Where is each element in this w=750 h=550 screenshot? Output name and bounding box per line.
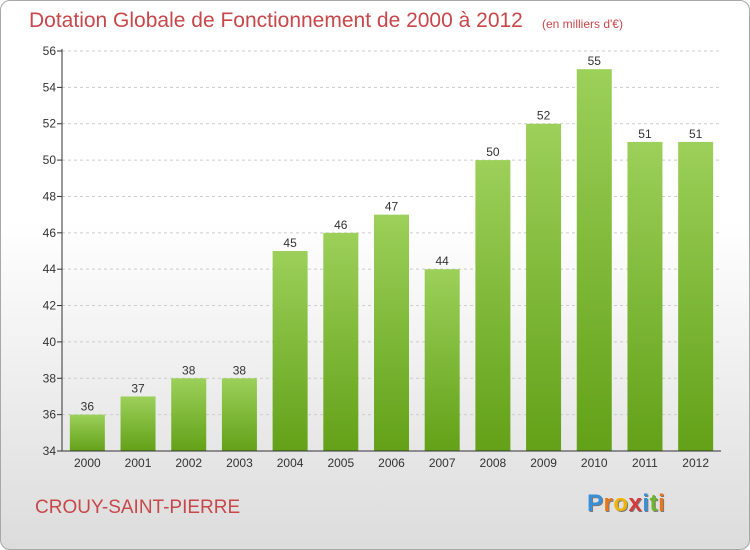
x-tick-label: 2010: [581, 456, 608, 470]
y-tick-label: 46: [43, 226, 57, 240]
bar: [221, 378, 257, 451]
y-tick-label: 44: [43, 262, 57, 276]
bar: [69, 414, 105, 451]
data-label: 45: [283, 236, 297, 250]
bar: [627, 141, 663, 451]
logo-letter: t: [649, 490, 659, 517]
data-label: 50: [486, 145, 500, 159]
bar: [272, 251, 308, 451]
logo-letter: i: [658, 490, 666, 517]
logo-letter: P: [587, 490, 604, 517]
bar: [475, 160, 511, 451]
y-tick-label: 36: [43, 408, 57, 422]
x-tick-label: 2004: [277, 456, 304, 470]
y-tick-label: 54: [43, 80, 57, 94]
bar: [171, 378, 207, 451]
data-label: 52: [537, 109, 551, 123]
y-tick-label: 50: [43, 153, 57, 167]
data-label: 38: [233, 363, 247, 377]
x-tick-label: 2006: [378, 456, 405, 470]
y-tick-label: 48: [43, 189, 57, 203]
bar: [678, 141, 714, 451]
unit-note: (en milliers d'€): [542, 17, 623, 31]
bar: [526, 123, 562, 452]
x-tick-label: 2002: [175, 456, 202, 470]
x-tick-label: 2012: [682, 456, 709, 470]
y-tick-label: 38: [43, 371, 57, 385]
y-tick-label: 34: [43, 444, 57, 458]
x-tick-label: 2003: [226, 456, 253, 470]
x-tick-label: 2001: [125, 456, 152, 470]
logo-letter: x: [628, 490, 643, 517]
bar: [120, 396, 156, 451]
data-label: 46: [334, 218, 348, 232]
logo-letter: i: [642, 490, 650, 517]
data-label: 38: [182, 363, 196, 377]
proxiti-logo: Proxiti: [587, 490, 665, 518]
bar: [576, 69, 612, 451]
x-tick-label: 2007: [429, 456, 456, 470]
logo-letter: o: [613, 490, 629, 517]
data-label: 44: [436, 254, 450, 268]
data-label: 47: [385, 200, 399, 214]
y-tick-label: 52: [43, 117, 57, 131]
y-tick-label: 42: [43, 299, 57, 313]
data-label: 37: [131, 381, 145, 395]
y-tick-label: 40: [43, 335, 57, 349]
x-tick-label: 2008: [480, 456, 507, 470]
commune-name: CROUY-SAINT-PIERRE: [35, 497, 241, 518]
data-label: 51: [689, 127, 703, 141]
data-label: 51: [638, 127, 652, 141]
x-tick-label: 2009: [530, 456, 557, 470]
y-tick-label: 56: [43, 44, 57, 58]
x-tick-label: 2011: [632, 456, 658, 470]
logo-letter: r: [603, 490, 614, 517]
bar: [374, 214, 409, 451]
x-tick-label: 2005: [327, 456, 354, 470]
x-tick-label: 2000: [74, 456, 101, 470]
bar: [323, 232, 359, 451]
data-label: 36: [81, 400, 95, 414]
chart-title: Dotation Globale de Fonctionnement de 20…: [29, 9, 523, 32]
data-label: 55: [588, 54, 602, 68]
bar: [424, 269, 460, 451]
